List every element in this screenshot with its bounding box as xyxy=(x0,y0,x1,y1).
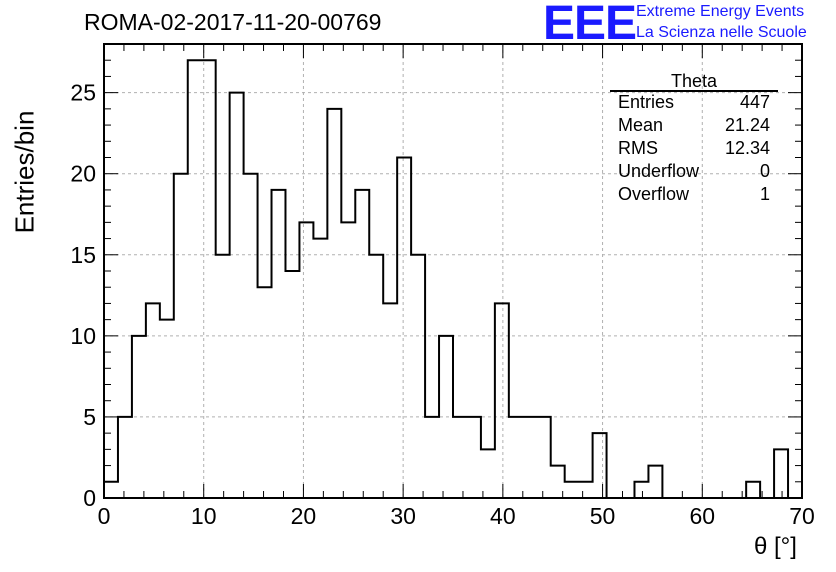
y-tick-label: 20 xyxy=(70,161,96,187)
stat-value: 1 xyxy=(759,184,770,204)
stats-title: Theta xyxy=(670,71,718,91)
stat-label: RMS xyxy=(618,138,658,158)
stats-box: Theta Entries 447 Mean 21.24 RMS 12.34 U… xyxy=(610,70,778,210)
stat-row-overflow: Overflow 1 xyxy=(618,184,770,206)
stat-label: Underflow xyxy=(618,161,700,181)
stat-row-entries: Entries 447 xyxy=(618,92,770,114)
x-tick-label: 40 xyxy=(490,503,516,529)
stat-label: Entries xyxy=(618,92,675,112)
stat-value: 12.34 xyxy=(724,138,770,158)
x-tick-labels: 0 10 20 30 40 50 60 70 xyxy=(98,503,815,529)
x-tick-label: 30 xyxy=(390,503,416,529)
y-axis-label-box: Entries/bin xyxy=(5,110,45,234)
chart-title: ROMA-02-2017-11-20-00769 xyxy=(84,9,382,35)
stat-value: 447 xyxy=(739,92,770,112)
y-tick-labels: 0 5 10 15 20 25 xyxy=(70,80,96,511)
axis-ticks xyxy=(103,43,803,499)
y-axis-label: Entries/bin xyxy=(9,110,40,234)
eee-logo: EEE xyxy=(543,0,637,50)
histogram-outline xyxy=(103,59,802,499)
x-tick-label: 50 xyxy=(590,503,616,529)
stat-label: Mean xyxy=(618,115,664,135)
x-tick-label: 20 xyxy=(291,503,317,529)
stat-row-underflow: Underflow 0 xyxy=(618,161,770,183)
y-tick-label: 10 xyxy=(70,323,96,349)
stat-value: 0 xyxy=(759,161,770,181)
x-axis-label: θ [°] xyxy=(754,533,797,560)
y-tick-label: 0 xyxy=(83,485,96,511)
org-name-line2: La Scienza nelle Scuole xyxy=(636,24,807,41)
x-tick-label: 10 xyxy=(191,503,217,529)
y-tick-label: 15 xyxy=(70,242,96,268)
stat-label: Overflow xyxy=(618,184,690,204)
x-tick-label: 60 xyxy=(689,503,715,529)
stats-divider xyxy=(610,90,778,92)
stat-value: 21.24 xyxy=(724,115,770,135)
y-tick-label: 25 xyxy=(70,80,96,106)
y-tick-label: 5 xyxy=(83,404,96,430)
org-name-line1: Extreme Energy Events xyxy=(636,3,805,20)
stat-row-rms: RMS 12.34 xyxy=(618,138,770,160)
stat-row-mean: Mean 21.24 xyxy=(618,115,770,137)
x-tick-label: 0 xyxy=(98,503,111,529)
x-tick-label: 70 xyxy=(789,503,815,529)
